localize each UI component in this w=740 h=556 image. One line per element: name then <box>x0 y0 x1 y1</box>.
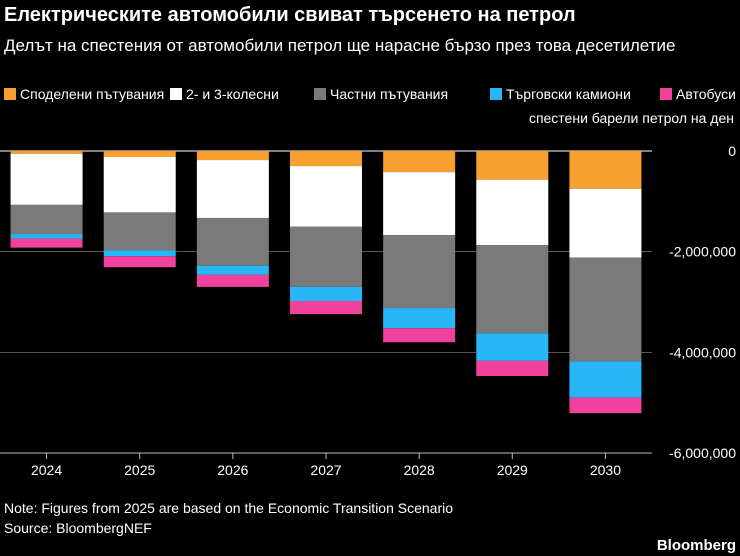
bar-segment <box>383 308 456 329</box>
x-tick-label: 2029 <box>497 462 528 478</box>
y-tick-label: -2,000,000 <box>669 244 736 260</box>
footnote: Note: Figures from 2025 are based on the… <box>4 498 453 538</box>
legend: Споделени пътувания 2- и 3-колесни Частн… <box>4 86 740 106</box>
bar-segment <box>10 151 83 155</box>
legend-label: Частни пътувания <box>330 86 449 102</box>
legend-swatch <box>4 88 16 100</box>
bar-segment <box>10 204 83 235</box>
bar-segment <box>569 151 642 189</box>
bloomberg-logo: Bloomberg <box>656 537 736 554</box>
bar-segment <box>383 151 456 173</box>
bar-segment <box>383 328 456 343</box>
bar-segment <box>383 172 456 236</box>
bar-segment <box>196 217 269 266</box>
legend-item-two-three-wheelers: 2- и 3-колесни <box>170 86 279 102</box>
bar-segment <box>290 286 362 301</box>
x-tick-label: 2024 <box>31 462 62 478</box>
bar-segment <box>569 188 642 258</box>
x-tick-label: 2030 <box>590 462 621 478</box>
bar-segment <box>476 333 549 361</box>
chart-subtitle: Делът на спестения от автомобили петрол … <box>4 36 676 55</box>
bar-segment <box>569 361 642 398</box>
bar-segment <box>10 234 83 239</box>
bar-segment <box>10 154 83 205</box>
bar-segment <box>476 245 549 334</box>
y-axis-label: спестени барели петрол на ден <box>528 110 734 126</box>
legend-item-shared-rides: Споделени пътувания <box>4 86 164 102</box>
bar-segment <box>383 235 456 309</box>
bar-segment <box>103 157 176 213</box>
legend-swatch <box>170 88 182 100</box>
legend-item-private-rides: Частни пътувания <box>314 86 448 102</box>
bar-segment <box>569 257 642 362</box>
legend-label: Споделени пътувания <box>20 86 165 102</box>
y-tick-label: -6,000,000 <box>669 445 736 461</box>
bar-segment <box>290 300 362 315</box>
bar-segment <box>103 151 176 158</box>
bar-segment <box>103 256 176 268</box>
bar-segment <box>290 166 362 227</box>
legend-swatch <box>490 88 502 100</box>
bar-segment <box>569 397 642 414</box>
bar-segment <box>103 250 176 257</box>
bar-segment <box>476 360 549 376</box>
y-tick-label: -4,000,000 <box>669 344 736 360</box>
bar-chart: 0 -2,000,000 -4,000,000 -6,000,000 2024 2025 2… <box>0 143 736 478</box>
y-tick-label: 0 <box>728 143 736 159</box>
x-tick-label: 2026 <box>217 462 248 478</box>
bar-segment <box>10 238 83 248</box>
legend-swatch <box>314 88 326 100</box>
source-text: Source: BloombergNEF <box>4 520 152 536</box>
bar-segment <box>290 151 362 167</box>
bar-segment <box>476 151 549 180</box>
legend-label: 2- и 3-колесни <box>186 86 279 102</box>
bar-segment <box>196 151 269 161</box>
legend-swatch <box>660 88 672 100</box>
x-tick-label: 2025 <box>124 462 155 478</box>
note-text: Note: Figures from 2025 are based on the… <box>4 500 454 516</box>
legend-label: Автобуси <box>676 86 736 102</box>
legend-label: Търговски камиони <box>506 86 631 102</box>
bar-segment <box>103 212 176 251</box>
legend-item-buses: Автобуси <box>660 86 736 102</box>
bar-segment <box>196 160 269 218</box>
chart-title: Електрическите автомобили свиват търсене… <box>4 4 576 26</box>
bar-segment <box>196 265 269 275</box>
bar-segment <box>476 179 549 246</box>
bar-segment <box>196 274 269 287</box>
bar-segment <box>290 226 362 287</box>
x-tick-label: 2027 <box>310 462 341 478</box>
legend-item-commercial-trucks: Търговски камиони <box>490 86 631 102</box>
x-tick-label: 2028 <box>404 462 435 478</box>
